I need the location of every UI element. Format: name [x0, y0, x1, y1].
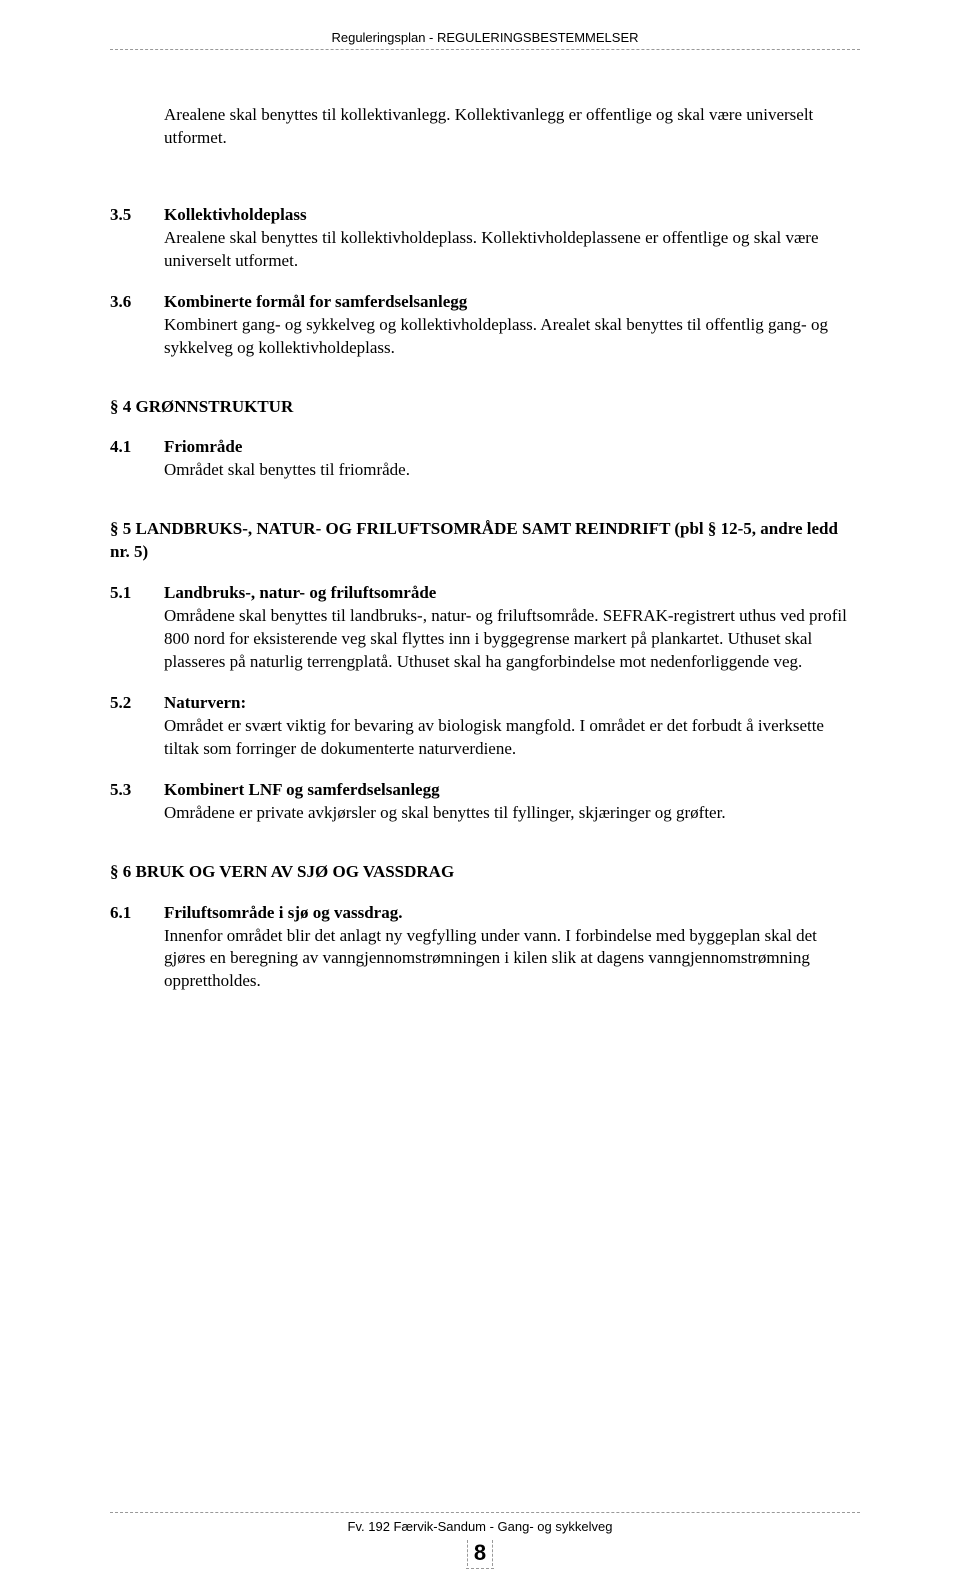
section-body: Områdene er private avkjørsler og skal b… — [164, 802, 860, 825]
header-divider — [110, 49, 860, 50]
section-6-1: 6.1 Friluftsområde i sjø og vassdrag. In… — [110, 902, 860, 994]
section-5-1: 5.1 Landbruks-, natur- og friluftsområde… — [110, 582, 860, 674]
document-content: Arealene skal benyttes til kollektivanle… — [110, 104, 860, 993]
footer-text: Fv. 192 Færvik-Sandum - Gang- og sykkelv… — [0, 1519, 960, 1534]
section-4-1: 4.1 Friområde Området skal benyttes til … — [110, 436, 860, 482]
section-title: Friområde — [164, 436, 860, 459]
section-3-5: 3.5 Kollektivholdeplass Arealene skal be… — [110, 204, 860, 273]
section-body: Området er svært viktig for bevaring av … — [164, 715, 860, 761]
page-number: 8 — [470, 1540, 490, 1566]
section-title: Kollektivholdeplass — [164, 204, 860, 227]
section-title: Naturvern: — [164, 692, 860, 715]
section-body: Arealene skal benyttes til kollektivhold… — [164, 227, 860, 273]
intro-paragraph: Arealene skal benyttes til kollektivanle… — [164, 104, 860, 150]
section-title: Landbruks-, natur- og friluftsområde — [164, 582, 860, 605]
section-number: 4.1 — [110, 436, 164, 459]
page-footer: Fv. 192 Færvik-Sandum - Gang- og sykkelv… — [0, 1512, 960, 1569]
section-number: 5.2 — [110, 692, 164, 715]
section-number: 5.3 — [110, 779, 164, 802]
section-number: 3.5 — [110, 204, 164, 227]
header-title: Reguleringsplan - REGULERINGSBESTEMMELSE… — [110, 30, 860, 45]
section-body: Området skal benyttes til friområde. — [164, 459, 860, 482]
footer-divider — [110, 1512, 860, 1513]
section-number: 5.1 — [110, 582, 164, 605]
section-5-3: 5.3 Kombinert LNF og samferdselsanlegg O… — [110, 779, 860, 825]
section-title: Kombinerte formål for samferdselsanlegg — [164, 291, 860, 314]
heading-6: § 6 BRUK OG VERN AV SJØ OG VASSDRAG — [110, 861, 860, 884]
heading-4: § 4 GRØNNSTRUKTUR — [110, 396, 860, 419]
section-body: Områdene skal benyttes til landbruks-, n… — [164, 605, 860, 674]
section-title: Friluftsområde i sjø og vassdrag. — [164, 902, 860, 925]
document-page: Reguleringsplan - REGULERINGSBESTEMMELSE… — [0, 0, 960, 1589]
section-number: 6.1 — [110, 902, 164, 925]
section-body: Kombinert gang- og sykkelveg og kollekti… — [164, 314, 860, 360]
section-5-2: 5.2 Naturvern: Området er svært viktig f… — [110, 692, 860, 761]
section-title: Kombinert LNF og samferdselsanlegg — [164, 779, 860, 802]
page-header: Reguleringsplan - REGULERINGSBESTEMMELSE… — [110, 30, 860, 54]
heading-5: § 5 LANDBRUKS-, NATUR- OG FRILUFTSOMRÅDE… — [110, 518, 860, 564]
section-number: 3.6 — [110, 291, 164, 314]
section-3-6: 3.6 Kombinerte formål for samferdselsanl… — [110, 291, 860, 360]
page-number-underline — [466, 1568, 494, 1569]
section-body: Innenfor området blir det anlagt ny vegf… — [164, 925, 860, 994]
